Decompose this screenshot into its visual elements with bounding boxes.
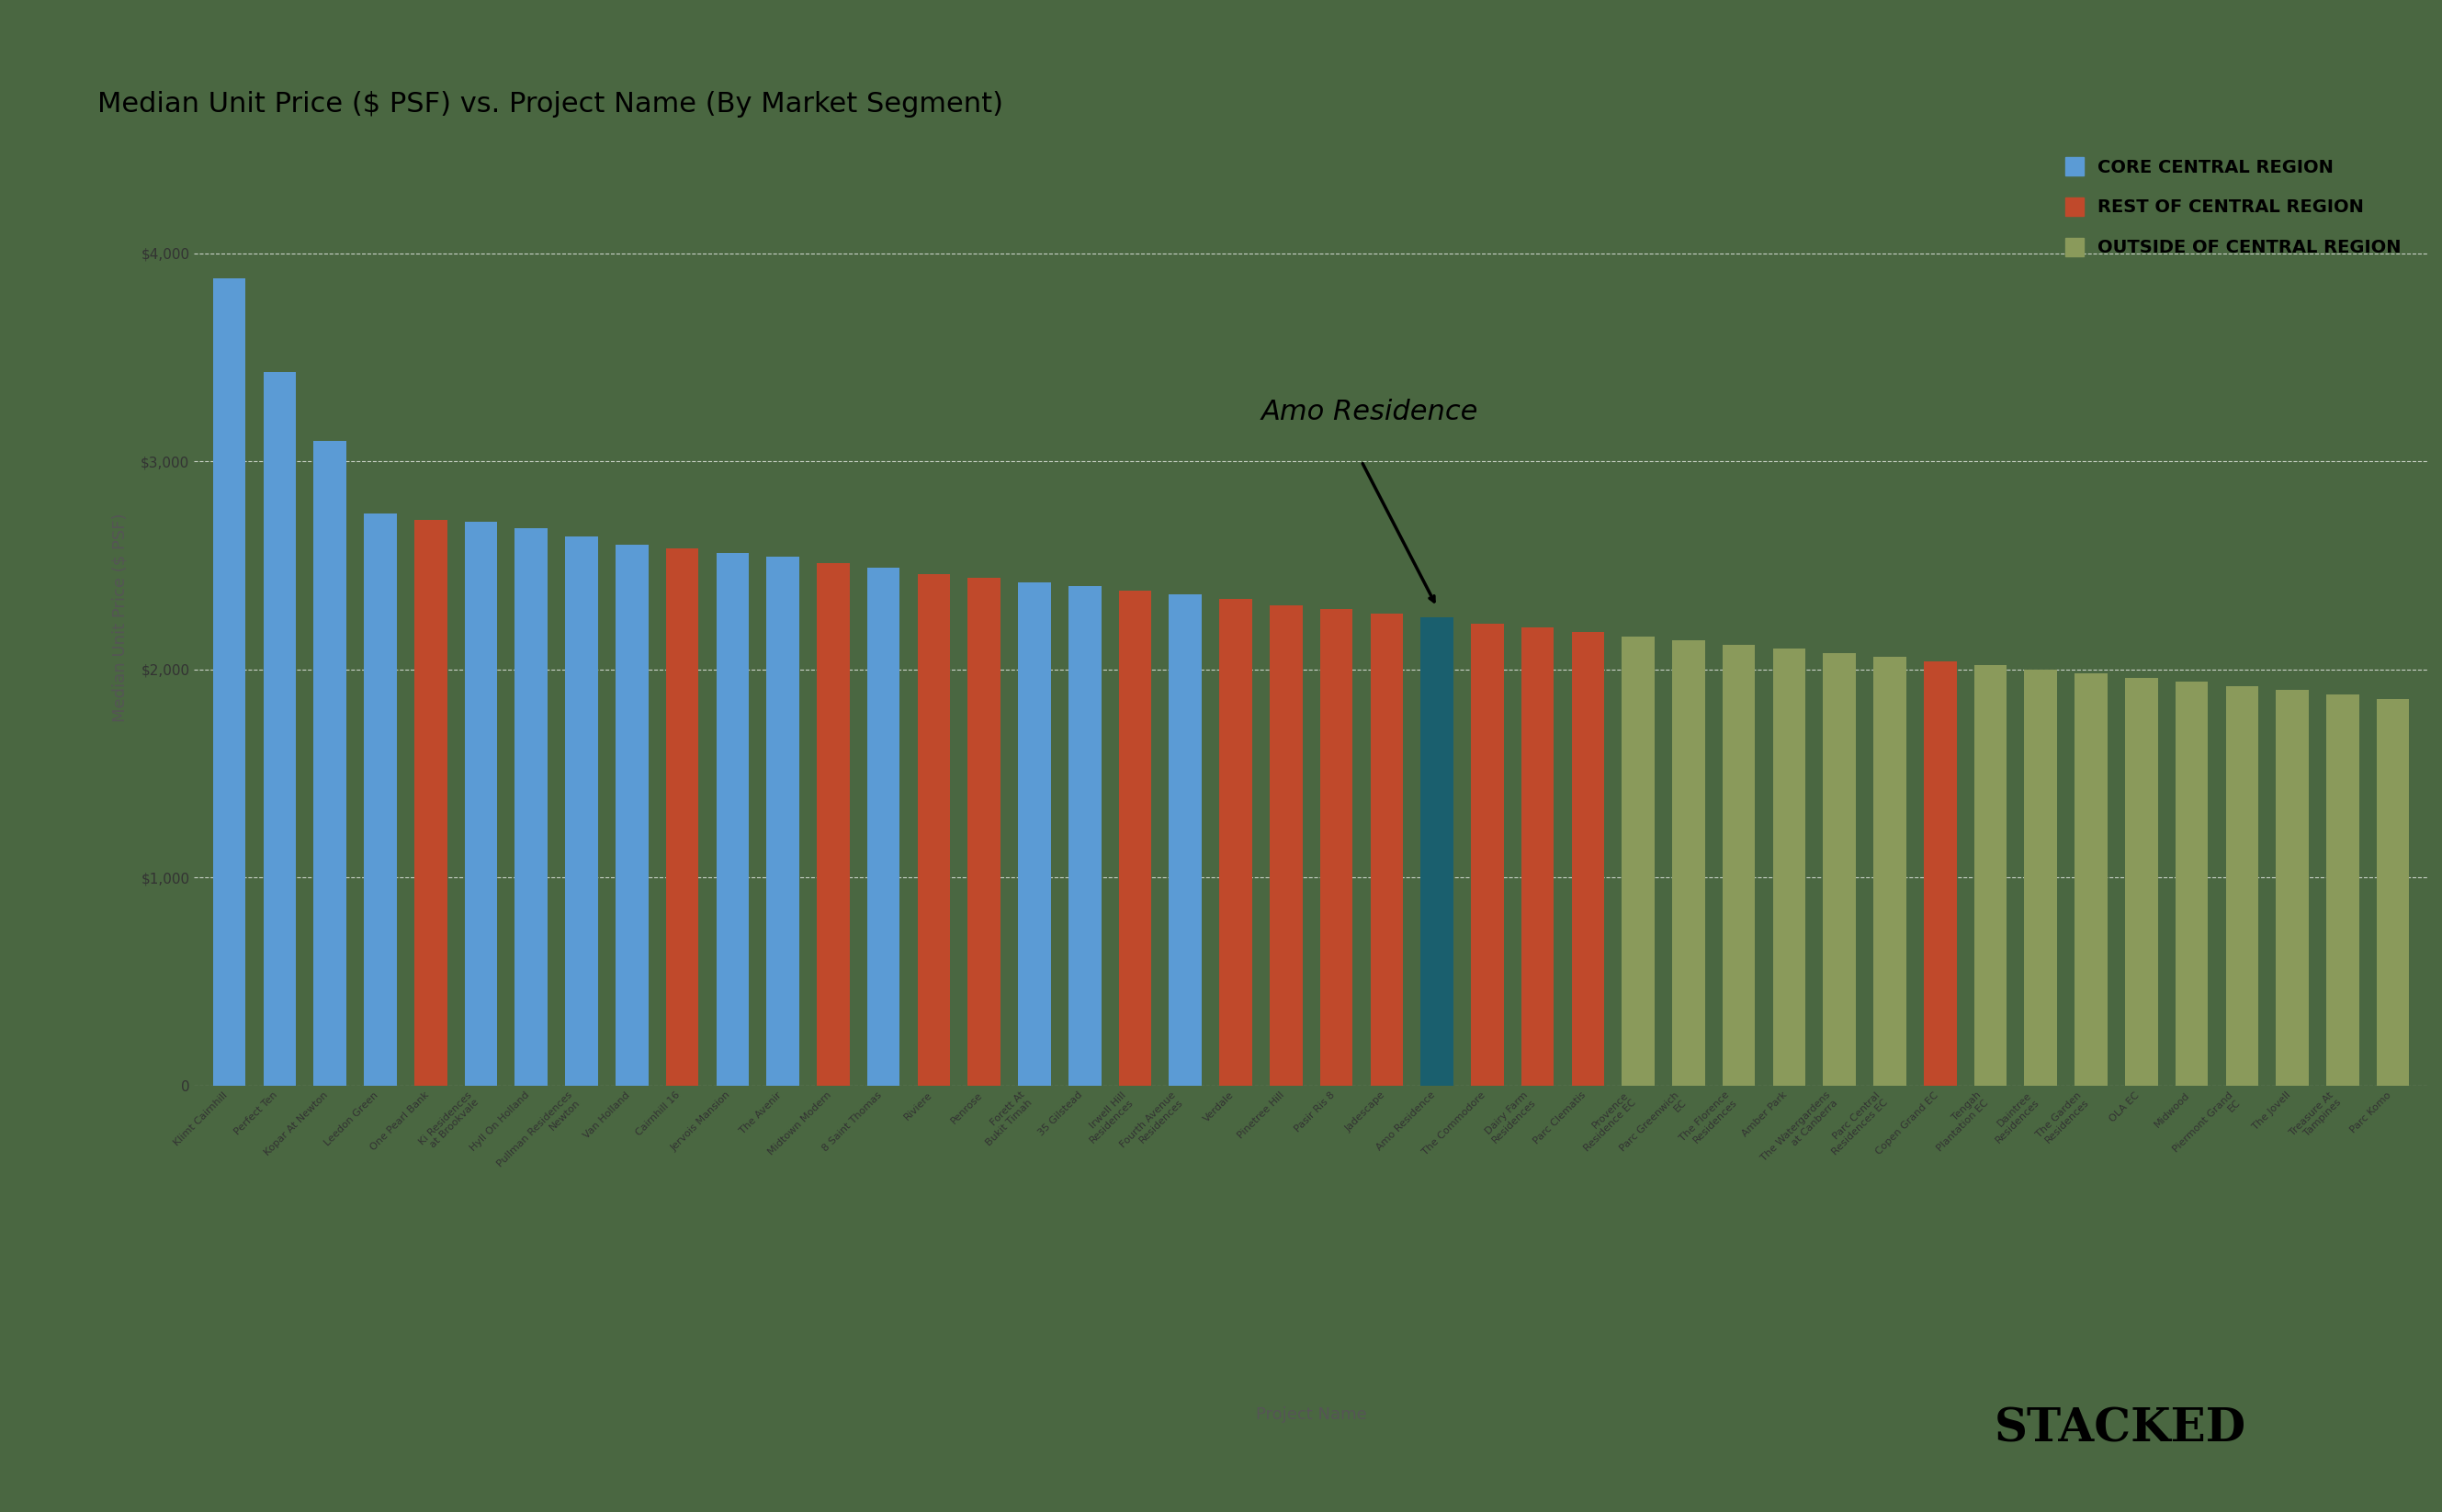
Text: Amo Residence: Amo Residence <box>1260 399 1477 425</box>
Bar <box>264 372 295 1086</box>
Y-axis label: Median Unit Price ($ PSF): Median Unit Price ($ PSF) <box>112 513 127 721</box>
Bar <box>2125 677 2159 1086</box>
Bar <box>1170 594 1201 1086</box>
Bar <box>1673 640 1705 1086</box>
Bar <box>867 567 899 1086</box>
Bar <box>1421 617 1453 1086</box>
Bar <box>1321 609 1353 1086</box>
Bar <box>313 440 347 1086</box>
Bar <box>1018 582 1050 1086</box>
Bar <box>2176 682 2208 1086</box>
Bar <box>1470 623 1504 1086</box>
Text: STACKED: STACKED <box>1995 1406 2247 1452</box>
Bar <box>1370 614 1404 1086</box>
Bar <box>1873 658 1907 1086</box>
Bar <box>2276 691 2308 1086</box>
Bar <box>1924 661 1956 1086</box>
Bar <box>1118 590 1153 1086</box>
Bar <box>464 522 498 1086</box>
Bar <box>1773 649 1805 1086</box>
Bar <box>515 528 547 1086</box>
Bar <box>364 514 396 1086</box>
Bar <box>1621 637 1656 1086</box>
Bar <box>1070 587 1101 1086</box>
Bar <box>415 520 447 1086</box>
Bar <box>2327 694 2359 1086</box>
Bar <box>1521 627 1553 1086</box>
Bar <box>1973 665 2007 1086</box>
Text: Median Unit Price ($ PSF) vs. Project Name (By Market Segment): Median Unit Price ($ PSF) vs. Project Na… <box>98 91 1004 118</box>
Bar <box>212 278 247 1086</box>
Bar <box>716 553 750 1086</box>
Bar <box>2024 670 2056 1086</box>
Bar <box>615 544 647 1086</box>
Bar <box>767 556 799 1086</box>
Bar <box>1824 653 1856 1086</box>
Bar <box>1219 599 1253 1086</box>
Bar <box>918 573 950 1086</box>
Bar <box>967 578 1001 1086</box>
Bar <box>2376 699 2410 1086</box>
Bar <box>564 537 598 1086</box>
Bar <box>1270 605 1302 1086</box>
Bar <box>2076 674 2107 1086</box>
Bar <box>2225 686 2259 1086</box>
X-axis label: Project Name: Project Name <box>1255 1406 1368 1423</box>
Bar <box>1573 632 1604 1086</box>
Bar <box>667 549 698 1086</box>
Legend: CORE CENTRAL REGION, REST OF CENTRAL REGION, OUTSIDE OF CENTRAL REGION: CORE CENTRAL REGION, REST OF CENTRAL REG… <box>2049 139 2420 275</box>
Bar <box>1722 644 1756 1086</box>
Bar <box>816 564 850 1086</box>
